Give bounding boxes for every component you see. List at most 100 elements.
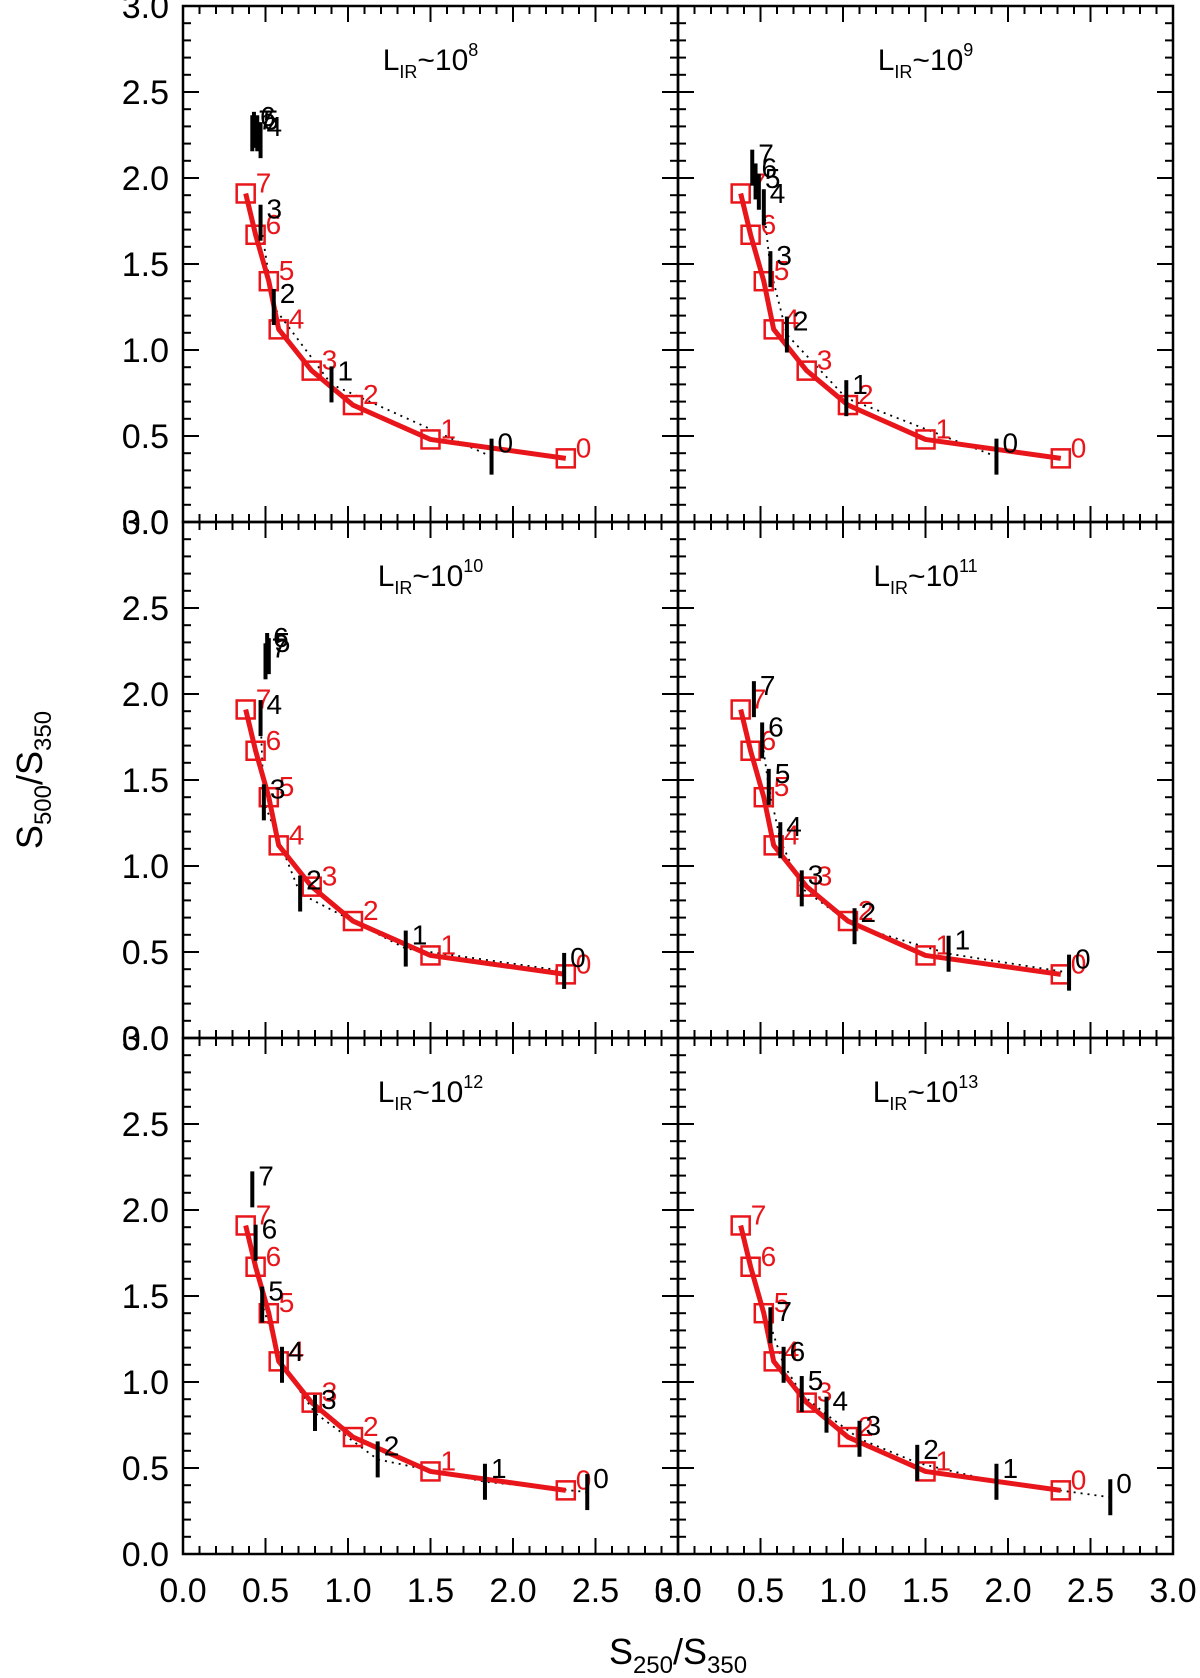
model-point-label: 2 [858, 1411, 874, 1442]
y-tick-label: 0.5 [122, 934, 169, 972]
y-tick-label: 1.5 [122, 246, 169, 284]
model-point-label: 1 [441, 929, 457, 960]
data-point-label: 2 [793, 306, 809, 337]
data-point-label: 4 [267, 689, 283, 720]
model-point [837, 910, 859, 932]
x-axis-title: S250/S350 [609, 1631, 747, 1678]
x-tick-label: 1.5 [407, 1572, 454, 1610]
axis-ticks [677, 1036, 1174, 1555]
model-point-label: 4 [289, 1335, 305, 1366]
model-point-label: 7 [256, 1199, 272, 1230]
model-point-label: 2 [858, 895, 874, 926]
model-point-label: 6 [761, 1241, 777, 1272]
model-point-label: 0 [576, 432, 592, 463]
y-tick-label: 2.5 [122, 590, 169, 628]
model-point-label: 0 [576, 948, 592, 979]
model-point [258, 786, 280, 808]
y-axis-title: S500/S350 [9, 711, 57, 849]
model-point [258, 270, 280, 292]
data-point-label: 5 [808, 1365, 824, 1396]
model-point-label: 7 [751, 1199, 767, 1230]
model-point-label: 3 [322, 345, 338, 376]
model-point [268, 835, 289, 856]
model-point [235, 1215, 256, 1236]
data-point-label: 1 [955, 925, 971, 956]
x-tick-label: 0.5 [737, 1572, 784, 1610]
axis-ticks [677, 520, 1174, 1039]
x-tick-label: 2.0 [489, 1572, 536, 1610]
data-point-label: 3 [321, 1384, 337, 1415]
model-point-label: 2 [363, 895, 379, 926]
panel-title: LIR~1012 [378, 1072, 484, 1114]
y-tick-label: 0.0 [122, 504, 169, 542]
data-point-label: 4 [267, 111, 283, 142]
model-point [258, 1302, 280, 1324]
y-tick-label: 2.0 [122, 160, 169, 198]
model-point [753, 1302, 775, 1324]
panel-title: LIR~1011 [873, 556, 977, 598]
y-tick-label: 3.0 [122, 504, 169, 542]
model-point-label: 1 [441, 413, 457, 444]
data-point-label: 2 [384, 1430, 400, 1461]
data-point-label: 0 [498, 428, 514, 459]
data-point-label: 7 [258, 104, 274, 135]
y-tick-label: 2.0 [122, 676, 169, 714]
data-point-label: 5 [775, 758, 791, 789]
data-point-label: 3 [808, 859, 824, 890]
model-point-label: 4 [784, 819, 800, 850]
model-point-label: 5 [774, 771, 790, 802]
data-point-label: 0 [1002, 428, 1018, 459]
model-point [268, 1351, 289, 1372]
model-point-label: 5 [279, 1287, 295, 1318]
model-point-label: 6 [266, 1241, 282, 1272]
model-point [796, 1392, 817, 1413]
model-point-label: 6 [266, 725, 282, 756]
y-tick-label: 2.5 [122, 1106, 169, 1144]
model-point [753, 270, 775, 292]
model-point [555, 448, 577, 469]
y-tick-label: 2.5 [122, 74, 169, 112]
y-tick-label: 1.5 [122, 1278, 169, 1316]
dotted-curve [761, 740, 1070, 974]
data-point-label: 2 [306, 865, 322, 896]
y-tick-label: 3.0 [122, 1020, 169, 1058]
model-point-label: 0 [1071, 1464, 1087, 1495]
data-point-label: 7 [272, 632, 288, 663]
data-point-label: 1 [852, 369, 868, 400]
dotted-curve [762, 207, 997, 458]
model-point-label: 6 [761, 725, 777, 756]
model-point [730, 699, 751, 720]
data-point-label: 6 [768, 711, 784, 742]
model-point [420, 945, 441, 966]
model-point [740, 224, 761, 246]
data-point-label: 5 [275, 627, 291, 658]
model-curve [738, 708, 1062, 977]
axis-ticks [182, 1036, 679, 1555]
model-point [915, 429, 936, 450]
data-point-label: 4 [770, 178, 786, 209]
model-point-label: 1 [936, 1445, 952, 1476]
data-point-label: 0 [1075, 944, 1091, 975]
model-point [342, 910, 364, 932]
data-point-label: 1 [412, 920, 428, 951]
y-tick-label: 0.0 [122, 1020, 169, 1058]
model-point-label: 3 [322, 861, 338, 892]
model-point [763, 835, 784, 856]
panel-title: LIR~1013 [873, 1072, 979, 1114]
model-point-label: 5 [279, 255, 295, 286]
y-tick-label: 1.5 [122, 762, 169, 800]
panel-title: LIR~109 [878, 40, 974, 82]
data-point-label: 1 [1002, 1453, 1018, 1484]
panel-5: 0.00.51.01.52.02.53.00.0 0.5 1.0 1.5 2.0 2.5 3… [122, 1020, 702, 1610]
data-point-label: 0 [570, 942, 586, 973]
model-point-label: 3 [322, 1377, 338, 1408]
panel-title: LIR~108 [383, 40, 479, 82]
model-point [420, 429, 441, 450]
model-point [235, 183, 256, 204]
model-point [235, 699, 256, 720]
x-tick-label: 2.5 [572, 1572, 619, 1610]
data-point-label: 6 [273, 622, 289, 653]
data-point-label: 3 [270, 773, 286, 804]
